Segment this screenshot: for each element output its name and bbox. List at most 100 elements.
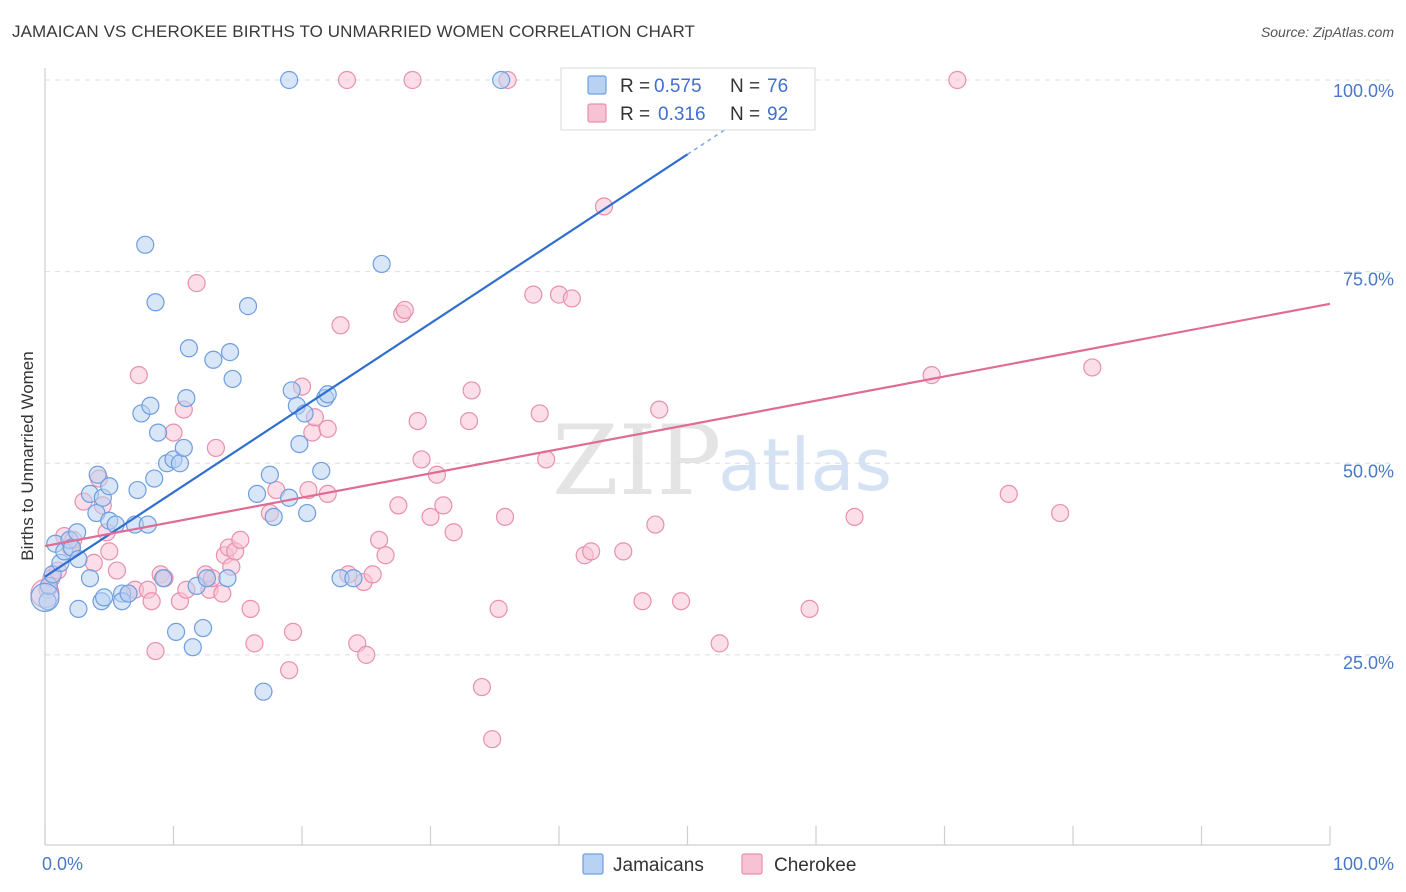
cherokee-point-35 [231,530,250,550]
cherokee-point-25 [187,274,206,293]
cherokee-point-82 [650,400,669,419]
jamaican-point-62 [318,385,337,404]
jamaican-point-59 [298,503,317,523]
cherokee-point-62 [427,465,447,484]
legend-n-value-jamaicans: 76 [767,76,788,97]
jamaican-point-55 [282,381,301,400]
watermark: ZIP atlas [552,405,892,517]
jamaican-point-18 [100,477,119,496]
x-ticks [44,826,1331,845]
jamaican-point-48 [223,369,242,389]
cherokee-point-15 [129,366,148,385]
jamaican-point-14 [88,465,107,484]
cherokee-point-93 [403,70,422,90]
cherokee-point-52 [357,645,376,664]
jamaican-point-50 [247,484,267,504]
jamaican-point-29 [141,396,160,415]
jamaican-point-49 [238,297,258,316]
bottom-legend-swatch-cherokee [741,853,763,875]
cherokee-point-60 [412,450,431,469]
trend-line-jamaicans-extension [687,128,727,155]
jamaican-point-36 [166,622,186,641]
jamaican-point-23 [119,584,138,603]
jamaican-point-38 [174,438,193,458]
cherokee-point-43 [299,480,318,500]
cherokee-point-81 [646,515,665,534]
cherokee-point-70 [495,507,515,527]
jamaican-point-46 [218,569,237,588]
jamaican-point-53 [264,507,283,527]
cherokee-point-68 [483,730,502,749]
cherokee-point-11 [100,542,119,561]
x-tick-label-0: 0.0% [42,854,83,874]
cherokee-point-58 [395,300,414,320]
cherokee-point-61 [421,507,440,527]
jamaican-point-17 [95,588,114,607]
jamaican-point-43 [193,618,213,638]
cherokee-point-71 [524,285,543,304]
jamaican-point-64 [344,569,363,588]
cherokee-point-18 [146,641,165,661]
jamaican-point-57 [290,434,309,454]
y-tick-label-75: 75.0% [1343,270,1394,290]
jamaican-point-40 [179,339,199,358]
chart-title: JAMAICAN VS CHEROKEE BIRTHS TO UNMARRIED… [12,22,696,41]
cherokee-point-47 [318,419,337,438]
bottom-legend-label-jamaicans: Jamaicans [613,855,704,876]
jamaican-point-32 [148,423,168,442]
jamaican-point-54 [280,488,299,507]
jamaican-point-41 [183,638,202,657]
cherokee-point-72 [530,404,549,423]
cherokee-point-86 [845,507,864,527]
cherokee-point-92 [337,70,357,90]
cherokee-point-84 [710,634,729,653]
cherokee-point-12 [107,561,127,580]
jamaican-point-37 [170,454,190,473]
legend-r-label-cherokee: R = [620,104,650,125]
jamaican-point-51 [254,682,273,701]
jamaican-point-67 [492,70,511,90]
cherokee-point-69 [489,599,508,618]
cherokee-point-89 [1051,503,1070,523]
cherokee-point-66 [462,381,481,400]
cherokee-point-80 [633,592,652,611]
cherokee-point-67 [472,677,491,697]
jamaican-point-44 [197,569,217,588]
bottom-legend-label-cherokee: Cherokee [774,855,856,876]
trend-lines [44,128,1331,578]
cherokee-point-56 [389,496,408,515]
cherokee-point-48 [331,316,350,335]
cherokee-point-40 [280,661,299,680]
jamaican-point-33 [154,569,173,588]
jamaican-point-25 [128,480,147,500]
legend-swatch-cherokee [587,103,607,123]
cherokee-point-21 [164,423,183,442]
y-axis-label: Births to Unmarried Women [18,351,37,560]
legend-n-label-cherokee: N = [730,104,760,125]
cherokee-point-37 [245,634,264,653]
legend-swatch-jamaicans [587,75,607,95]
cherokee-point-77 [582,542,601,561]
x-tick-label-100: 100.0% [1333,854,1394,874]
cherokee-point-54 [370,530,389,550]
jamaican-point-11 [80,569,100,588]
cherokee-point-41 [283,622,303,641]
grid [45,79,1394,656]
y-tick-label-100: 100.0% [1333,81,1394,101]
jamaican-point-47 [220,343,240,362]
cherokee-point-59 [408,411,427,431]
legend-n-value-cherokee: 92 [767,104,788,125]
cherokee-point-63 [434,496,453,515]
legend-r-value-cherokee: 0.316 [658,104,706,125]
jamaican-point-31 [146,293,165,312]
cherokee-point-78 [594,197,614,216]
jamaican-point-39 [177,388,196,408]
watermark-zip: ZIP [552,405,721,517]
jamaican-point-45 [204,350,223,369]
jamaican-point-27 [136,235,155,254]
cherokee-point-79 [614,542,633,561]
jamaican-point-30 [145,469,164,488]
cherokee-point-17 [142,592,161,611]
legend-r-label-jamaicans: R = [620,76,650,97]
y-tick-label-25: 25.0% [1343,653,1394,673]
